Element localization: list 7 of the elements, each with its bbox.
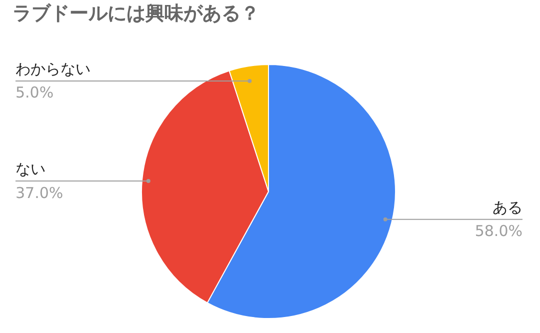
data-label: 58.0% — [474, 222, 523, 240]
data-label: 37.0% — [16, 184, 64, 202]
chart-title: ラブドールには興味がある？ — [12, 2, 260, 24]
slice-label: わからない — [16, 60, 90, 78]
data-label: 5.0% — [16, 84, 54, 102]
slice-label: ある — [492, 198, 522, 217]
slice-label: ない — [16, 160, 46, 178]
